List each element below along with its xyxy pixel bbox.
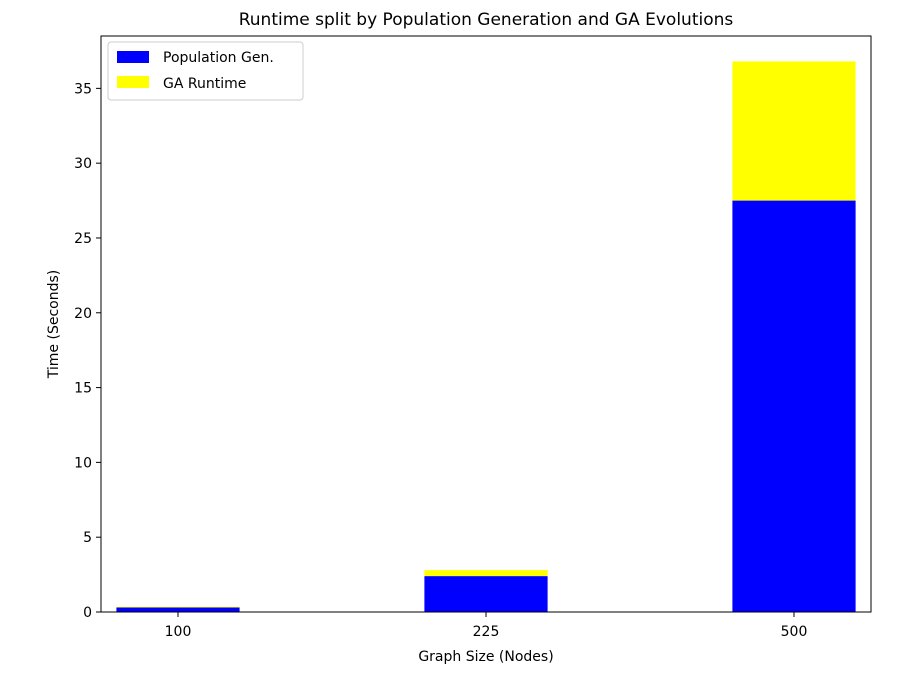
y-axis-label: Time (Seconds) bbox=[46, 270, 62, 379]
y-tick-label-0: 0 bbox=[83, 605, 92, 621]
legend: Population Gen. GA Runtime bbox=[107, 41, 304, 101]
bar-ga-runtime-500 bbox=[732, 61, 856, 201]
y-axis: 0 5 10 15 20 25 30 35 bbox=[74, 81, 101, 621]
legend-swatch-ga-runtime bbox=[117, 76, 149, 88]
y-tick-label-20: 20 bbox=[74, 306, 92, 322]
y-tick-label-15: 15 bbox=[74, 381, 92, 397]
x-axis: 100 225 500 bbox=[165, 612, 808, 640]
bar-population-gen-500 bbox=[732, 200, 856, 613]
bar-ga-runtime-100 bbox=[116, 606, 240, 608]
x-tick-label-500: 500 bbox=[781, 624, 808, 640]
legend-label-ga-runtime: GA Runtime bbox=[163, 76, 246, 92]
x-tick-label-225: 225 bbox=[473, 624, 500, 640]
x-tick-label-100: 100 bbox=[165, 624, 192, 640]
y-tick-label-30: 30 bbox=[74, 156, 92, 172]
chart-title: Runtime split by Population Generation a… bbox=[239, 10, 734, 30]
legend-label-population-gen: Population Gen. bbox=[163, 50, 274, 66]
y-tick-label-35: 35 bbox=[74, 81, 92, 97]
y-tick-label-25: 25 bbox=[74, 231, 92, 247]
y-tick-label-5: 5 bbox=[83, 530, 92, 546]
x-axis-label: Graph Size (Nodes) bbox=[418, 649, 553, 665]
legend-swatch-population-gen bbox=[117, 51, 149, 63]
bar-population-gen-225 bbox=[424, 576, 548, 612]
bars-group bbox=[116, 61, 856, 613]
legend-box bbox=[107, 41, 304, 101]
bar-population-gen-100 bbox=[116, 607, 240, 612]
plot-area bbox=[100, 35, 872, 613]
y-tick-label-10: 10 bbox=[74, 455, 92, 471]
bar-ga-runtime-225 bbox=[424, 570, 548, 577]
